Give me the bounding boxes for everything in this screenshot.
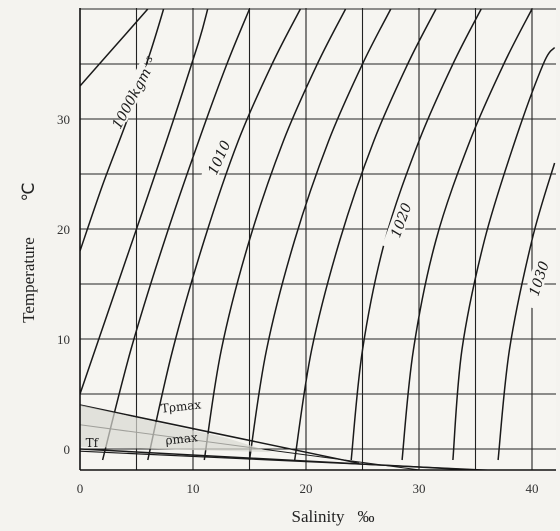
label-background [112, 61, 155, 123]
annotation-label-tf: Tf [86, 436, 100, 450]
y-tick-label: 30 [57, 112, 70, 127]
x-tick-label: 10 [187, 481, 200, 496]
x-axis-label: Salinity [292, 507, 345, 526]
x-tick-label: 0 [77, 481, 84, 496]
isopycnal-line [401, 8, 533, 461]
isopycnal-line [101, 8, 251, 461]
y-tick-label: 10 [57, 332, 70, 347]
y-axis-unit: ℃ [19, 182, 38, 201]
label-background [520, 247, 555, 310]
isopycnal-line [248, 8, 392, 461]
label-background [382, 188, 418, 251]
tick-labels: 0 10 20 30 40 0 10 20 30 [57, 112, 539, 496]
y-tick-label: 20 [57, 222, 70, 237]
isopycnal-line [497, 162, 556, 461]
isopycnal-line [80, 8, 209, 395]
plot-background [80, 8, 556, 470]
isopycnal-line [452, 47, 556, 461]
annotation-label-trhomax: Tρmax [160, 398, 202, 416]
x-tick-label: 40 [526, 481, 539, 496]
x-axis-unit: ‰ [358, 507, 375, 526]
isopycnal-line [293, 8, 437, 461]
isopycnal-curves [80, 8, 556, 470]
density-band [80, 405, 273, 453]
y-axis-label: Temperature [19, 237, 38, 323]
x-tick-label: 30 [413, 481, 426, 496]
annotation-line [80, 404, 360, 465]
x-tick-label: 20 [300, 481, 313, 496]
isopycnal-line [80, 8, 149, 87]
y-tick-label: 0 [64, 442, 71, 457]
isopycnal-line [203, 8, 347, 461]
isopycnal-line [350, 8, 482, 461]
annotation-label-rhomax: ρmax [165, 430, 199, 447]
isopycnal-line [147, 8, 302, 461]
label-background [198, 126, 238, 188]
